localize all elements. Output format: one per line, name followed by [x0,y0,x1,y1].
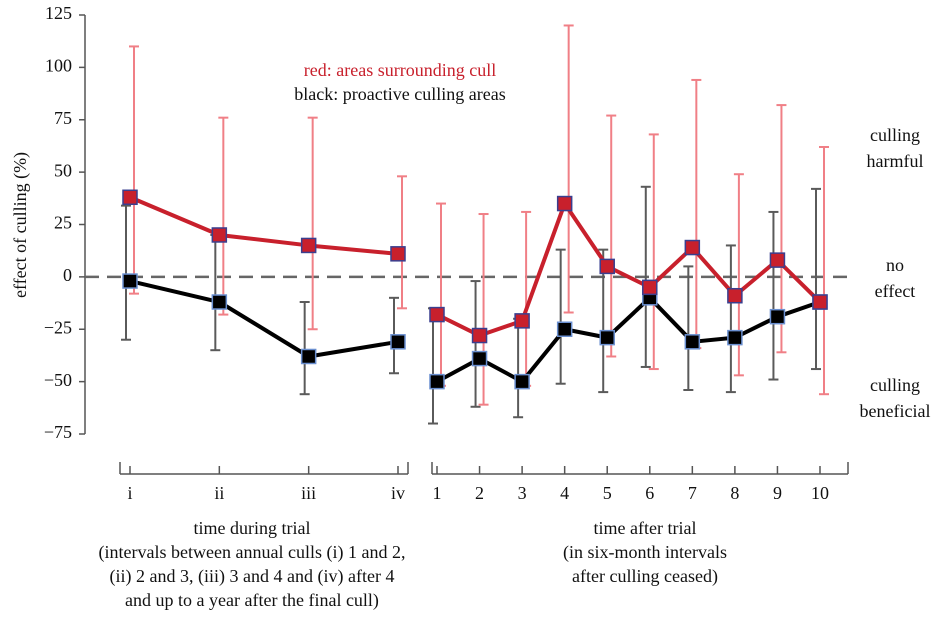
marker [211,294,228,310]
marker [556,195,573,212]
annotation: effect [875,281,916,301]
y-tick-label: −50 [44,370,72,390]
x-axis-label: time during trial [194,518,311,538]
x-tick-label: ii [214,483,224,503]
y-axis-label: effect of culling (%) [10,152,31,298]
marker [556,321,573,337]
annotation: beneficial [860,401,931,421]
annotation: no [886,255,904,275]
annotation: culling [870,125,920,145]
marker [122,189,138,206]
x-tick-label: 4 [560,483,569,503]
x-axis-label: (in six-month intervals [563,542,727,563]
x-tick-label: 1 [433,483,442,503]
marker [390,334,406,350]
marker [429,306,445,323]
marker [642,279,658,296]
x-axis-label: after culling ceased) [572,566,718,587]
y-tick-label: 125 [45,3,72,23]
y-tick-label: −25 [44,317,72,337]
marker [812,294,828,310]
x-tick-label: 6 [645,483,654,503]
x-tick-label: 9 [773,483,782,503]
x-tick-label: i [127,483,132,503]
x-tick-label: 10 [811,483,829,503]
y-tick-label: 50 [54,160,72,180]
marker [769,308,786,325]
x-axis-label: (ii) 2 and 3, (iii) 3 and 4 and (iv) aft… [110,566,395,587]
annotation: harmful [867,151,924,171]
marker [211,227,228,243]
marker [684,334,701,350]
marker [514,373,530,390]
marker [684,239,701,256]
marker [599,329,615,346]
y-tick-label: 0 [63,265,72,285]
legend-entry: black: proactive culling areas [294,84,505,104]
marker [300,348,317,365]
x-axis-label: time after trial [594,518,697,538]
marker [514,313,530,329]
marker [727,329,743,346]
x-tick-label: 8 [730,483,739,503]
x-axis-label: (intervals between annual culls (i) 1 an… [99,542,406,563]
marker [769,252,786,268]
marker [122,273,138,289]
x-tick-label: iii [301,483,316,503]
x-tick-label: 2 [475,483,484,503]
legend-entry: red: areas surrounding cull [304,60,496,80]
x-tick-label: 3 [518,483,527,503]
y-tick-label: 75 [54,108,72,128]
series-line [129,195,399,256]
marker [471,327,488,344]
y-tick-label: 25 [54,213,72,233]
y-tick-label: 100 [45,56,72,76]
y-tick-label: −75 [44,422,72,442]
series-line [436,201,822,338]
marker [727,287,743,304]
x-axis-label: and up to a year after the final cull) [125,590,379,611]
marker [599,258,615,275]
series-line [436,295,821,384]
annotation: culling [870,375,920,395]
marker [390,246,406,262]
x-tick-label: 7 [688,483,697,503]
marker [300,237,317,254]
series-line [129,279,399,359]
x-tick-label: iv [391,483,405,503]
marker [471,350,488,367]
x-tick-label: 5 [603,483,612,503]
marker [429,373,445,390]
